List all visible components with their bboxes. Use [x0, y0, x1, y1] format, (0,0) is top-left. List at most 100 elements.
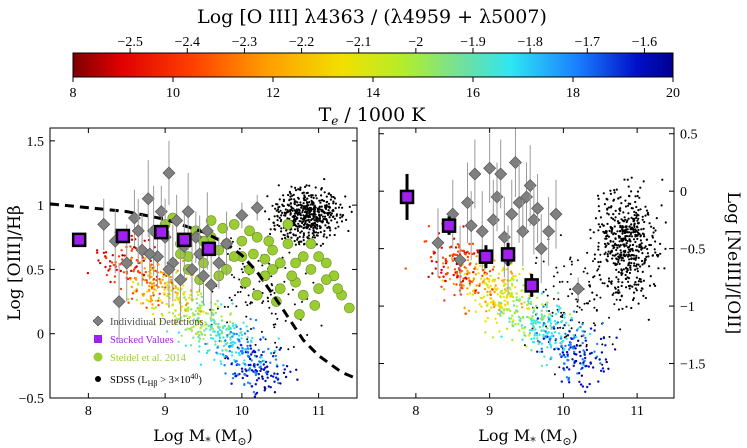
sdss-point	[300, 225, 303, 228]
colored-point	[450, 257, 454, 260]
colored-point	[457, 266, 461, 270]
sdss-point	[613, 225, 616, 228]
colored-point	[527, 334, 531, 337]
colored-point	[253, 395, 257, 398]
legend-stacked: Stacked Values	[110, 335, 174, 346]
colored-point	[456, 243, 460, 246]
sdss-point	[326, 213, 330, 216]
colored-point	[550, 332, 553, 335]
colored-point	[269, 374, 273, 377]
colored-point	[468, 242, 471, 246]
colored-point	[237, 338, 241, 341]
colored-point	[262, 360, 266, 363]
colored-point	[206, 349, 209, 353]
colored-point	[486, 284, 489, 287]
colored-point	[221, 353, 225, 356]
colored-point	[229, 338, 232, 341]
left-xlabel: Log M* (M⊙)	[153, 426, 253, 448]
colored-point	[123, 254, 126, 257]
sdss-point	[597, 205, 600, 208]
colored-point	[260, 353, 263, 357]
sdss-point	[624, 239, 628, 242]
sdss-point	[268, 232, 272, 236]
sdss-point	[645, 255, 648, 258]
sdss-point	[311, 202, 315, 205]
sdss-point	[553, 275, 555, 278]
sdss-point	[617, 271, 620, 274]
colored-point	[174, 298, 177, 302]
colored-point	[443, 288, 446, 291]
colored-point	[521, 338, 524, 341]
colored-point	[230, 382, 233, 385]
sdss-point	[291, 194, 294, 197]
colored-point	[466, 255, 470, 259]
colored-point	[220, 362, 223, 366]
sdss-point	[313, 209, 316, 212]
sdss-point	[617, 197, 620, 200]
colored-point	[430, 260, 434, 263]
colored-point	[530, 319, 534, 323]
sdss-point	[645, 209, 649, 212]
sdss-point	[621, 257, 625, 260]
colored-point	[141, 293, 144, 296]
sdss-point	[654, 240, 657, 243]
sdss-point	[606, 255, 610, 258]
sdss-point	[257, 259, 260, 262]
colored-point	[545, 303, 548, 307]
colored-point	[607, 367, 610, 370]
sdss-point	[275, 209, 278, 212]
sdss-point	[618, 212, 621, 215]
colored-point	[454, 253, 457, 256]
colored-point	[571, 345, 574, 349]
colored-point	[168, 311, 171, 314]
colored-point	[533, 334, 536, 337]
sdss-point	[624, 225, 627, 228]
sdss-point	[654, 284, 657, 287]
detection-point	[185, 262, 199, 276]
sdss-point	[302, 207, 305, 210]
sdss-point	[330, 195, 333, 198]
sdss-point	[605, 237, 608, 240]
colorbar-top-ticks: −2.5 −2.4 −2.3 −2.2 −2.1 −2 −1.9 −1.8 −1.7 −1.6	[117, 35, 657, 53]
colored-point	[267, 385, 270, 388]
sdss-point	[310, 199, 313, 202]
sdss-point	[609, 189, 612, 192]
sdss-point	[647, 213, 650, 216]
colored-point	[150, 275, 153, 278]
detection-point	[235, 208, 249, 222]
sdss-point	[285, 229, 288, 232]
sdss-point	[250, 328, 252, 330]
colored-point	[499, 291, 502, 295]
colored-point	[492, 305, 496, 309]
colored-point	[259, 365, 262, 368]
sdss-point	[648, 284, 652, 287]
colored-point	[491, 279, 494, 283]
colored-point	[210, 319, 213, 322]
colored-point	[244, 364, 247, 367]
sdss-point	[617, 289, 620, 292]
sdss-point	[592, 231, 595, 234]
steidel-point	[320, 257, 332, 269]
colored-point	[568, 368, 571, 371]
detection-point	[516, 224, 530, 238]
sdss-point	[629, 264, 632, 267]
sdss-point	[664, 247, 667, 250]
colored-point	[497, 303, 500, 307]
colored-point	[229, 330, 232, 334]
sdss-point	[605, 258, 608, 261]
colored-point	[183, 296, 186, 300]
colored-point	[182, 259, 185, 263]
colored-point	[566, 353, 569, 356]
sdss-point	[625, 253, 628, 256]
sdss-point	[625, 244, 628, 247]
colored-point	[130, 234, 133, 238]
colored-point	[107, 269, 110, 272]
colored-point	[104, 265, 107, 269]
colored-point	[577, 339, 580, 342]
colored-point	[494, 303, 497, 306]
sdss-point	[241, 286, 244, 289]
colored-point	[162, 275, 165, 278]
colored-point	[555, 346, 558, 350]
colored-point	[238, 353, 241, 357]
colored-point	[256, 363, 259, 366]
